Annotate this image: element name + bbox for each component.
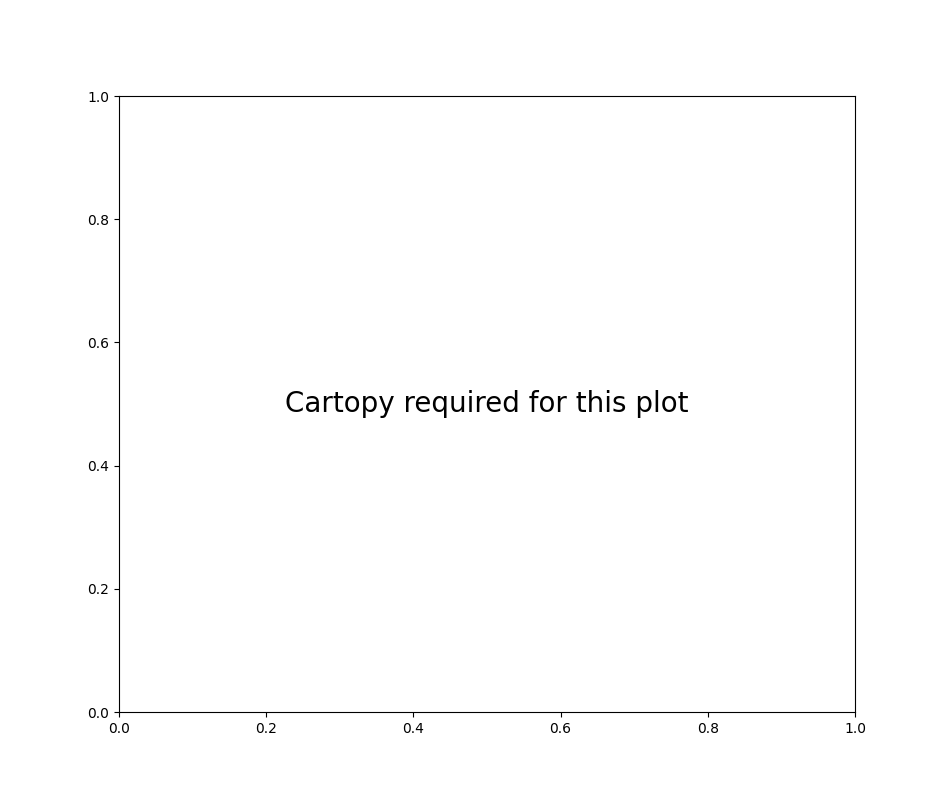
Text: Cartopy required for this plot: Cartopy required for this plot	[285, 390, 689, 418]
